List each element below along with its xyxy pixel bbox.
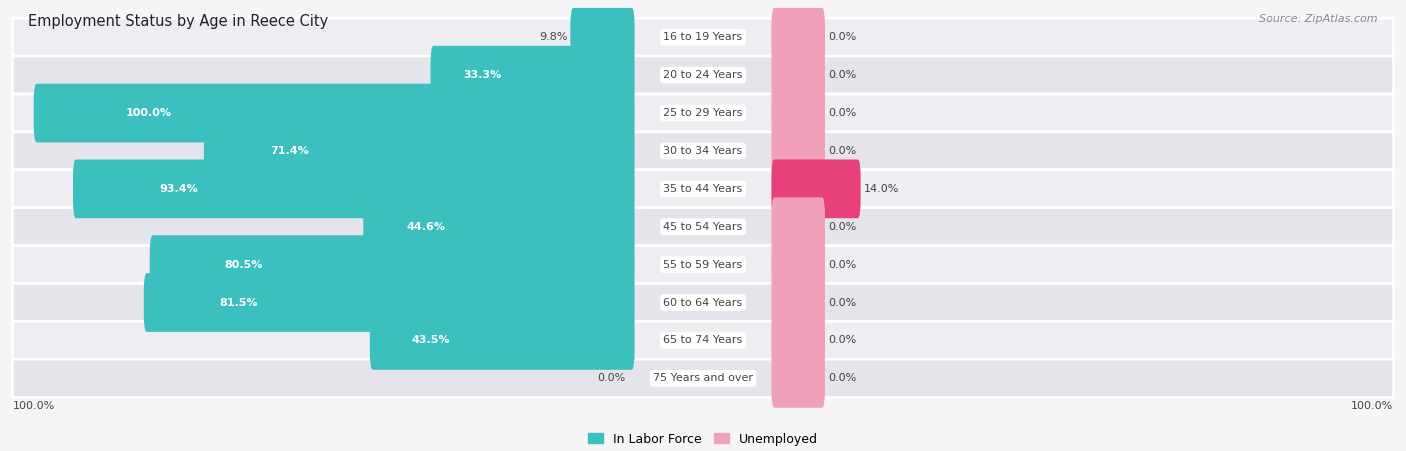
Legend: In Labor Force, Unemployed: In Labor Force, Unemployed <box>583 428 823 451</box>
FancyBboxPatch shape <box>204 122 634 180</box>
Text: 9.8%: 9.8% <box>538 32 568 42</box>
Text: Employment Status by Age in Reece City: Employment Status by Age in Reece City <box>28 14 329 28</box>
Text: 44.6%: 44.6% <box>406 222 446 232</box>
Text: 0.0%: 0.0% <box>828 108 856 118</box>
Text: 71.4%: 71.4% <box>270 146 309 156</box>
FancyBboxPatch shape <box>13 207 1393 246</box>
Text: 45 to 54 Years: 45 to 54 Years <box>664 222 742 232</box>
FancyBboxPatch shape <box>34 84 634 143</box>
FancyBboxPatch shape <box>772 349 825 408</box>
FancyBboxPatch shape <box>13 94 1393 132</box>
Text: 0.0%: 0.0% <box>828 146 856 156</box>
Text: 100.0%: 100.0% <box>13 400 55 410</box>
Text: 0.0%: 0.0% <box>828 260 856 270</box>
FancyBboxPatch shape <box>13 18 1393 56</box>
Text: 100.0%: 100.0% <box>1351 400 1393 410</box>
FancyBboxPatch shape <box>772 198 825 256</box>
Text: 14.0%: 14.0% <box>863 184 898 194</box>
Text: 0.0%: 0.0% <box>828 222 856 232</box>
Text: 33.3%: 33.3% <box>463 70 502 80</box>
FancyBboxPatch shape <box>13 56 1393 94</box>
Text: 81.5%: 81.5% <box>219 298 257 308</box>
Text: 25 to 29 Years: 25 to 29 Years <box>664 108 742 118</box>
FancyBboxPatch shape <box>149 235 634 294</box>
Text: 16 to 19 Years: 16 to 19 Years <box>664 32 742 42</box>
Text: 43.5%: 43.5% <box>412 336 450 345</box>
FancyBboxPatch shape <box>571 8 634 67</box>
Text: 0.0%: 0.0% <box>828 336 856 345</box>
FancyBboxPatch shape <box>772 122 825 180</box>
Text: 0.0%: 0.0% <box>828 298 856 308</box>
FancyBboxPatch shape <box>13 283 1393 322</box>
FancyBboxPatch shape <box>13 321 1393 359</box>
Text: 55 to 59 Years: 55 to 59 Years <box>664 260 742 270</box>
Text: 0.0%: 0.0% <box>828 70 856 80</box>
FancyBboxPatch shape <box>772 235 825 294</box>
FancyBboxPatch shape <box>73 160 634 218</box>
Text: 60 to 64 Years: 60 to 64 Years <box>664 298 742 308</box>
Text: 30 to 34 Years: 30 to 34 Years <box>664 146 742 156</box>
FancyBboxPatch shape <box>772 8 825 67</box>
FancyBboxPatch shape <box>370 311 634 370</box>
FancyBboxPatch shape <box>430 46 634 105</box>
FancyBboxPatch shape <box>13 245 1393 284</box>
FancyBboxPatch shape <box>13 359 1393 397</box>
Text: Source: ZipAtlas.com: Source: ZipAtlas.com <box>1260 14 1378 23</box>
FancyBboxPatch shape <box>772 311 825 370</box>
FancyBboxPatch shape <box>772 273 825 332</box>
Text: 20 to 24 Years: 20 to 24 Years <box>664 70 742 80</box>
Text: 0.0%: 0.0% <box>598 373 626 383</box>
Text: 75 Years and over: 75 Years and over <box>652 373 754 383</box>
FancyBboxPatch shape <box>13 170 1393 208</box>
Text: 100.0%: 100.0% <box>127 108 172 118</box>
FancyBboxPatch shape <box>772 46 825 105</box>
FancyBboxPatch shape <box>13 132 1393 170</box>
Text: 65 to 74 Years: 65 to 74 Years <box>664 336 742 345</box>
FancyBboxPatch shape <box>772 160 860 218</box>
FancyBboxPatch shape <box>772 84 825 143</box>
Text: 0.0%: 0.0% <box>828 373 856 383</box>
Text: 0.0%: 0.0% <box>828 32 856 42</box>
Text: 93.4%: 93.4% <box>159 184 198 194</box>
Text: 35 to 44 Years: 35 to 44 Years <box>664 184 742 194</box>
Text: 80.5%: 80.5% <box>225 260 263 270</box>
FancyBboxPatch shape <box>143 273 634 332</box>
FancyBboxPatch shape <box>363 198 634 256</box>
